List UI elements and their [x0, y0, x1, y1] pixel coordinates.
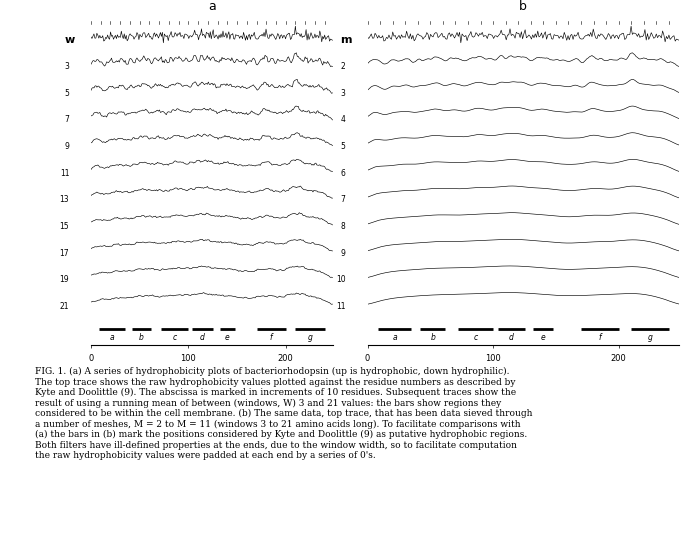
Text: a: a [392, 333, 397, 342]
Text: 5: 5 [341, 142, 346, 151]
Text: 11: 11 [60, 169, 69, 178]
Text: c: c [173, 333, 177, 342]
Text: g: g [648, 333, 652, 342]
Text: m: m [340, 35, 351, 45]
Text: 21: 21 [60, 302, 69, 311]
Text: FIG. 1. (a) A series of hydrophobicity plots of bacteriorhodopsin (up is hydroph: FIG. 1. (a) A series of hydrophobicity p… [35, 367, 533, 460]
Text: f: f [598, 333, 601, 342]
Text: 4: 4 [341, 116, 346, 124]
Text: d: d [200, 333, 205, 342]
Text: g: g [308, 333, 312, 342]
Text: 2: 2 [341, 62, 346, 71]
Text: 7: 7 [64, 116, 69, 124]
Text: 15: 15 [60, 222, 69, 231]
Text: 3: 3 [341, 89, 346, 98]
Text: c: c [473, 333, 477, 342]
Text: 9: 9 [341, 249, 346, 258]
Text: 6: 6 [341, 169, 346, 178]
Text: 19: 19 [60, 275, 69, 284]
Text: f: f [270, 333, 272, 342]
Text: 3: 3 [64, 62, 69, 71]
Text: a: a [208, 0, 216, 13]
Text: a: a [110, 333, 114, 342]
Text: d: d [509, 333, 514, 342]
Text: 13: 13 [60, 196, 69, 204]
Text: e: e [225, 333, 230, 342]
Text: 9: 9 [64, 142, 69, 151]
Text: 8: 8 [341, 222, 346, 231]
Text: b: b [139, 333, 144, 342]
Text: 11: 11 [336, 302, 346, 311]
Text: e: e [541, 333, 546, 342]
Text: b: b [430, 333, 435, 342]
Text: 17: 17 [60, 249, 69, 258]
Text: 7: 7 [341, 196, 346, 204]
Text: 10: 10 [336, 275, 346, 284]
Text: b: b [519, 0, 527, 13]
Text: w: w [64, 35, 74, 45]
Text: 5: 5 [64, 89, 69, 98]
